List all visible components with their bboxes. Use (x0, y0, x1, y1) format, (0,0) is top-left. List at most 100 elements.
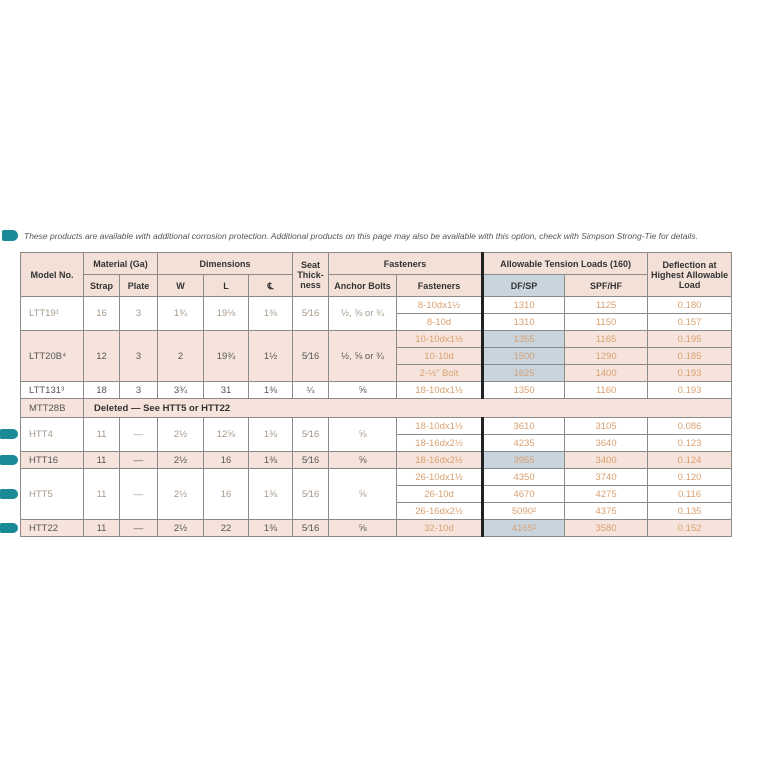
header-w: W (157, 274, 205, 297)
teal-tab-marker-icon (0, 488, 18, 499)
fasteners-cell: 18-16dx2½ (396, 451, 484, 469)
seat-thickness-cell: 5⁄16 (292, 296, 330, 331)
plate-cell: 3 (118, 330, 159, 382)
fasteners-cell: 32-10d (396, 519, 484, 537)
model-cell: HTT16 (20, 451, 84, 469)
header-plate: Plate (118, 274, 159, 297)
plate-cell: — (118, 417, 159, 452)
strap-cell: 11 (83, 468, 120, 520)
spfhf-load-cell: 4375 (564, 502, 649, 520)
plate-cell: 3 (118, 381, 159, 399)
model-cell: MTT28B (20, 398, 84, 418)
centerline-cell: 1½ (248, 330, 294, 382)
deflection-cell: 0.193 (647, 381, 733, 399)
fasteners-cell: 26-10dx1½ (396, 468, 484, 486)
deflection-cell: 0.195 (647, 330, 733, 348)
table-row: 18-16dx2½ 4235 3640 0.123 (21, 434, 733, 452)
model-cell: LTT20B⁴ (20, 330, 84, 382)
width-cell: 1¾ (157, 296, 205, 331)
teal-tab-marker-icon (0, 429, 18, 439)
seat-thickness-cell: ¼ (292, 381, 330, 399)
centerline-cell: 1⅜ (248, 468, 294, 520)
header-dfsp: DF/SP (481, 274, 566, 297)
anchor-bolts-cell: ½, ⅝ or ¾ (328, 296, 398, 331)
length-cell: 31 (203, 381, 250, 399)
centerline-cell: 1⅜ (248, 296, 294, 331)
deflection-cell: 0.152 (647, 519, 733, 537)
dfsp-load-cell: 1625 (481, 364, 566, 382)
spfhf-load-cell: 1400 (564, 364, 649, 382)
spfhf-load-cell: 1160 (564, 381, 649, 399)
model-cell: HTT5 (20, 468, 84, 520)
header-cl: ℄ (248, 274, 294, 297)
fasteners-cell: 10-10dx1½ (396, 330, 484, 348)
width-cell: 2 (157, 330, 205, 382)
deflection-cell: 0.116 (647, 485, 733, 503)
strap-cell: 16 (83, 296, 120, 331)
corrosion-note: These products are available with additi… (24, 231, 698, 241)
dfsp-load-cell: 1355 (481, 330, 566, 348)
plate-cell: — (118, 451, 159, 469)
deleted-note: Deleted — See HTT5 or HTT22 (82, 398, 733, 418)
dfsp-load-cell: 1350 (481, 381, 566, 399)
centerline-cell: 1⅜ (248, 381, 294, 399)
spfhf-load-cell: 3740 (564, 468, 649, 486)
width-cell: 2½ (157, 417, 205, 452)
spfhf-load-cell: 3640 (564, 434, 649, 452)
centerline-cell: 1⅜ (248, 417, 294, 452)
dfsp-load-cell: 5090² (481, 502, 566, 520)
spfhf-load-cell: 1290 (564, 347, 649, 365)
seat-thickness-cell: 5⁄16 (292, 417, 330, 452)
model-cell: HTT22 (20, 519, 84, 537)
dfsp-load-cell: 3955 (481, 451, 566, 469)
product-table: Model No. Material (Ga) Dimensions Seat … (20, 252, 733, 537)
fasteners-cell: 8-10dx1½ (396, 296, 484, 314)
header-l: L (203, 274, 250, 297)
dfsp-load-cell: 4670 (481, 485, 566, 503)
header-deflection: Deflection at Highest Allowable Load (647, 252, 733, 297)
seat-thickness-cell: 5⁄16 (292, 330, 330, 382)
fasteners-cell: 10-10d (396, 347, 484, 365)
fasteners-cell: 8-10d (396, 313, 484, 331)
header-material: Material (Ga) (82, 252, 159, 275)
teal-tab-marker-icon (0, 454, 18, 465)
teal-tab-marker-icon (0, 522, 18, 533)
fasteners-cell: 26-10d (396, 485, 484, 503)
length-cell: 22 (203, 519, 250, 537)
table-row: HTT4 11—2½ 12⅝ 1⅜ 5⁄16 ⅝ 18-10dx1½ 3610 3105 0.08… (20, 417, 733, 452)
strap-cell: 11 (83, 417, 120, 452)
table-row: 26-10d 4670 4275 0.116 (21, 485, 733, 503)
dfsp-load-cell: 1500 (481, 347, 566, 365)
dfsp-load-cell: 4350 (481, 468, 566, 486)
fasteners-cell: 26-16dx2½ (396, 502, 484, 520)
header-spfhf: SPF/HF (564, 274, 649, 297)
header-fasteners: Fasteners (396, 274, 484, 297)
strap-cell: 11 (83, 451, 120, 469)
header-model: Model No. (20, 252, 84, 297)
width-cell: 2½ (157, 519, 205, 537)
length-cell: 16 (203, 468, 250, 520)
dfsp-load-cell: 3610 (481, 417, 566, 435)
fasteners-cell: 18-16dx2½ (396, 434, 484, 452)
width-cell: 2½ (157, 451, 205, 469)
fasteners-cell: 2-½" Bolt (396, 364, 484, 382)
seat-thickness-cell: 5⁄16 (292, 519, 330, 537)
model-cell: LTT131³ (20, 381, 84, 399)
header-anchor: Anchor Bolts (328, 274, 398, 297)
table-row: 10-10d 1500 1290 0.185 (21, 347, 733, 365)
dfsp-load-cell: 1310 (481, 296, 566, 314)
anchor-bolts-cell: ⅝ (328, 451, 398, 469)
model-cell: LTT19¹ (20, 296, 84, 331)
header-fasteners-group: Fasteners (328, 252, 484, 275)
seat-thickness-cell: 5⁄16 (292, 451, 330, 469)
length-cell: 19¾ (203, 330, 250, 382)
table-row: 8-10d 1310 1150 0.157 (21, 313, 733, 331)
spfhf-load-cell: 3580 (564, 519, 649, 537)
dfsp-load-cell: 4165² (481, 519, 566, 537)
fasteners-cell: 18-10dx1½ (396, 381, 484, 399)
model-cell: HTT4 (20, 417, 84, 452)
deflection-cell: 0.180 (647, 296, 733, 314)
anchor-bolts-cell: ⅝ (328, 468, 398, 520)
length-cell: 12⅝ (203, 417, 250, 452)
width-cell: 3¾ (157, 381, 205, 399)
